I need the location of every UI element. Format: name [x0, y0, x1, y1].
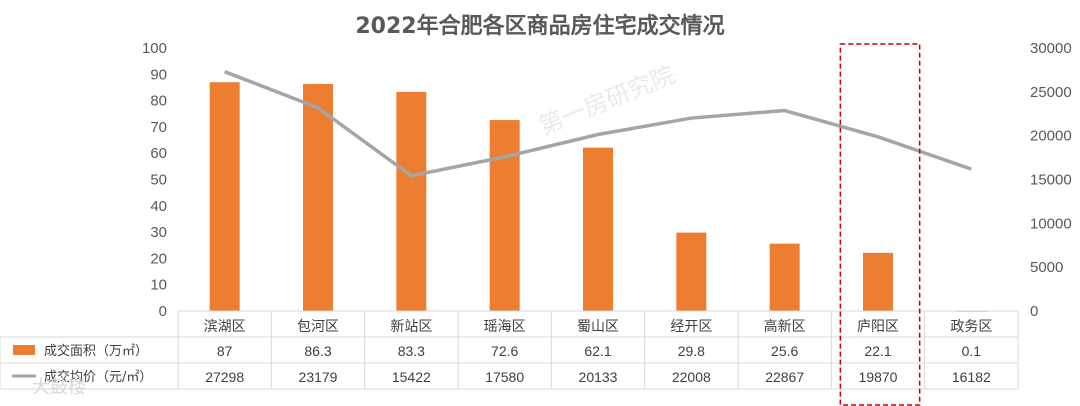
data-label: 86.3	[304, 343, 331, 359]
legend-label: 成交均价（元/㎡）	[44, 369, 152, 385]
data-label: 72.6	[491, 343, 518, 359]
category-label: 瑶海区	[484, 319, 526, 335]
category-label: 高新区	[764, 318, 806, 335]
data-label: 22008	[672, 369, 711, 385]
left-tick-label: 40	[150, 198, 167, 215]
category-label: 庐阳区	[857, 319, 899, 335]
left-tick-label: 70	[150, 119, 167, 136]
watermark-text: 第一房研究院	[535, 61, 679, 141]
left-axis: 0 10 20 30 40 50 60 70 80 90 100	[142, 40, 167, 320]
data-label: 25.6	[771, 343, 798, 359]
bar	[583, 147, 613, 311]
right-tick-label: 25000	[1030, 84, 1072, 101]
left-tick-label: 80	[150, 93, 167, 110]
data-label: 23179	[299, 369, 338, 385]
category-label: 滨湖区	[204, 319, 246, 335]
left-tick-label: 10	[150, 277, 167, 294]
bar	[769, 243, 800, 311]
data-label: 83.3	[398, 343, 425, 359]
data-label: 0.1	[962, 343, 982, 359]
category-label: 经开区	[670, 319, 712, 335]
data-label: 19870	[859, 369, 898, 385]
data-label: 20133	[579, 369, 618, 385]
legend-label: 成交面积（万㎡）	[44, 343, 148, 359]
data-label: 15422	[392, 369, 431, 385]
bar	[396, 91, 427, 312]
bar	[303, 84, 333, 311]
data-label: 16182	[952, 369, 991, 385]
bar-series	[209, 82, 987, 312]
data-label: 29.8	[678, 343, 705, 359]
price-line	[224, 70, 972, 178]
bar	[489, 120, 520, 311]
right-tick-label: 15000	[1030, 172, 1072, 189]
category-label: 政务区	[950, 319, 992, 335]
left-tick-label: 20	[150, 250, 167, 267]
left-tick-label: 90	[150, 66, 167, 83]
right-tick-label: 10000	[1030, 215, 1072, 232]
right-tick-label: 5000	[1030, 259, 1063, 276]
left-tick-label: 50	[150, 172, 167, 189]
data-label: 27298	[205, 369, 244, 385]
left-tick-label: 0	[159, 303, 167, 320]
category-label: 包河区	[297, 319, 339, 335]
data-label: 87	[217, 343, 233, 359]
left-tick-label: 30	[150, 224, 167, 241]
highlight-box	[839, 43, 921, 406]
legend-key-bar	[13, 345, 35, 355]
source-mark: 大鼓楼	[32, 377, 86, 398]
watermark: 第一房研究院	[535, 61, 679, 141]
left-tick-label: 60	[150, 145, 167, 162]
bar	[863, 252, 893, 311]
right-tick-label: 0	[1030, 303, 1038, 320]
data-label: 17580	[485, 369, 524, 385]
bar	[676, 232, 707, 311]
left-tick-label: 100	[142, 40, 167, 57]
data-label: 22867	[765, 369, 804, 385]
data-label: 62.1	[584, 343, 611, 359]
category-label: 新站区	[390, 319, 432, 335]
category-label: 蜀山区	[577, 319, 619, 335]
right-axis: 0 5000 10000 15000 20000 25000 30000	[1030, 40, 1072, 320]
data-label: 22.1	[864, 343, 891, 359]
right-tick-label: 20000	[1030, 128, 1072, 145]
right-tick-label: 30000	[1030, 40, 1072, 57]
bar	[209, 82, 240, 311]
plot-area: 0 10 20 30 40 50 60 70 80 90 100 0 5000 10000 15000 20…	[142, 40, 1072, 320]
chart-title: 2022年合肥各区商品房住宅成交情况	[355, 13, 724, 39]
